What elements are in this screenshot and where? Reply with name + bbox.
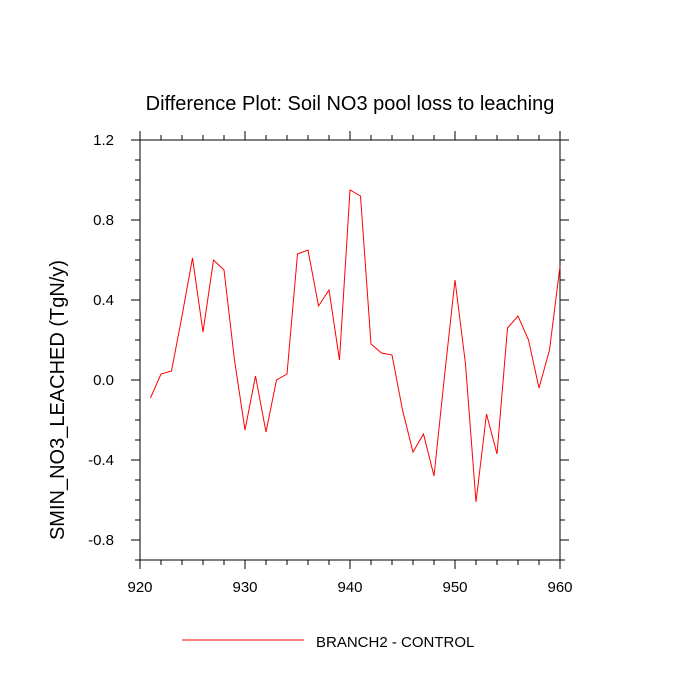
axis-tick-labels: 920 930 940 950 960 -0.8 -0.4 0.0 0.4 0.8 1.2	[88, 132, 572, 596]
y-tick-label: 0.8	[93, 212, 114, 229]
x-tick-label: 920	[127, 579, 152, 596]
axis-ticks	[131, 131, 569, 569]
y-tick-label: 0.0	[93, 372, 114, 389]
chart-title: Difference Plot: Soil NO3 pool loss to l…	[146, 93, 555, 115]
y-tick-label: 1.2	[93, 132, 114, 149]
y-axis-label: SMIN_NO3_LEACHED (TgN/y)	[47, 260, 69, 540]
y-tick-label: -0.4	[88, 452, 114, 469]
x-tick-label: 960	[547, 579, 572, 596]
x-tick-label: 940	[337, 579, 362, 596]
y-tick-label: 0.4	[93, 292, 114, 309]
series-line	[150, 189, 561, 503]
plot-frame	[139, 139, 561, 561]
data-series	[150, 189, 561, 503]
legend-label: BRANCH2 - CONTROL	[316, 634, 474, 651]
x-tick-label: 950	[442, 579, 467, 596]
legend: BRANCH2 - CONTROL	[182, 634, 474, 651]
y-tick-label: -0.8	[88, 532, 114, 549]
x-tick-label: 930	[232, 579, 257, 596]
